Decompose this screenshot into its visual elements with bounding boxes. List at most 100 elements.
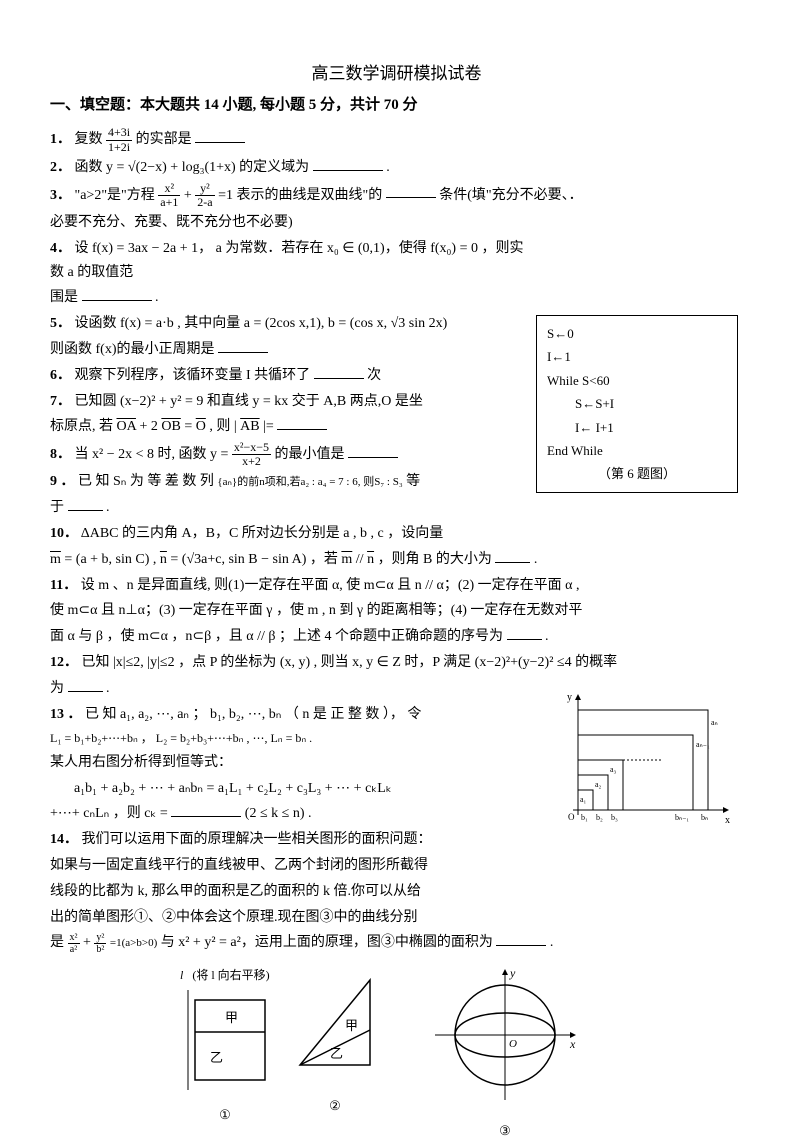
q11-text: 设 m 、n 是异面直线, 则(1)一定存在平面 α, 使 m⊂α 且 n //… [81, 578, 580, 593]
svg-text:甲: 甲 [225, 1010, 238, 1025]
q3-frac2: y²2-a [195, 182, 214, 209]
q14-l5b: 与 x² + y² = a²，运用上面的原理，图③中椭圆的面积为 [161, 935, 493, 950]
q3-num: 3． [50, 187, 71, 202]
algo-l4: S←S+I [547, 392, 727, 415]
question-13: 13 ． 已 知 a₁, a₂, ⋯, aₙ ； b₁, b₂, ⋯, bₙ （… [50, 703, 530, 727]
blank [348, 443, 398, 458]
q5-num: 5． [50, 316, 71, 331]
q9-line2: 于 . [50, 496, 743, 520]
q14-text: 我们可以运用下面的原理解决一些相关图形的面积问题： [82, 832, 432, 847]
vec-ob: OB [161, 419, 180, 434]
vec-oa: OA [117, 419, 136, 434]
vec-m2: m [341, 552, 352, 567]
q14-line3: 线段的比都为 k, 那么甲的面积是乙的面积的 k 倍.你可以从给 [50, 880, 530, 904]
blank [82, 286, 152, 301]
q9-small: {aₙ}的前n项和,若a₂ : a₄ = 7 : 6, 则S₇ : S₃ [217, 476, 402, 488]
svg-text:a₁: a₁ [580, 795, 587, 804]
q12-text: 已知 |x|≤2, |y|≤2 ，点 P 的坐标为 (x, y) , 则当 x,… [82, 655, 618, 670]
q14-line4: 出的简单图形①、②中体会这个原理.现在图③中的曲线分别 [50, 906, 530, 930]
q14-line2: 如果与一固定直线平行的直线被甲、乙两个封闭的图形所截得 [50, 854, 530, 878]
q10-l2e: ，则角 B 的大小为 [378, 552, 492, 567]
blank [495, 548, 530, 563]
q11-line3: 面 α 与 β ，使 m⊂α ，n⊂β ，且 α // β ；上述 4 个命题中… [50, 625, 743, 649]
svg-text:b₂: b₂ [596, 813, 603, 822]
q5-text: 设函数 f(x) = a·b , 其中向量 a = (2cos x,1), b … [75, 316, 448, 331]
q9-text2: 等 [406, 474, 420, 489]
q14-l5a: 是 [50, 935, 64, 950]
q7-plus: + 2 [139, 419, 157, 434]
question-4: 4． 设 f(x) = 3ax − 2a + 1， a 为常数．若存在 x₀ ∈… [50, 237, 530, 285]
q14-num: 14． [50, 832, 78, 847]
algo-l1: S←0 [547, 322, 727, 345]
q4-line2-text: 围是 [50, 290, 78, 305]
q12-l2: 为 [50, 681, 64, 696]
q4-text: 设 f(x) = 3ax − 2a + 1， a 为常数．若存在 x₀ ∈ (0… [50, 241, 523, 280]
question-8: 8． 当 x² − 2x < 8 时, 函数 y = x²−x−5x+2 的最小… [50, 441, 530, 468]
question-14: 14． 我们可以运用下面的原理解决一些相关图形的面积问题： [50, 828, 530, 852]
q12-dot: . [106, 681, 110, 696]
question-10: 10． ΔABC 的三内角 A，B，C 所对边长分别是 a , b , c ，设… [50, 522, 743, 546]
algo-l3: While S<60 [547, 369, 727, 392]
q7-text: 已知圆 (x−2)² + y² = 9 和直线 y = kx 交于 A,B 两点… [75, 394, 423, 409]
algo-l5: I← I+1 [547, 416, 727, 439]
q10-eq1: = (a + b, sin C) , [64, 552, 160, 567]
svg-text:a₂: a₂ [595, 780, 602, 789]
q13-line4: a₁b₁ + a₂b₂ + ⋯ + aₙbₙ = a₁L₁ + c₂L₂ + c… [50, 777, 530, 801]
svg-text:aₙ₋₁: aₙ₋₁ [696, 740, 710, 749]
q1-frac: 4+3i1+2i [106, 126, 132, 153]
vec-ab: AB [240, 419, 259, 434]
algo-l2: I←1 [547, 345, 727, 368]
vec-m: m [50, 552, 61, 567]
q5-line2: 则函数 f(x)的最小正周期是 [50, 338, 530, 362]
question-9: 9 ． 已 知 Sₙ 为 等 差 数 列 {aₙ}的前n项和,若a₂ : a₄ … [50, 470, 530, 494]
q11-line2: 使 m⊂α 且 n⊥α；(3) 一定存在平面 γ ，使 m , n 到 γ 的距… [50, 599, 743, 623]
svg-text:甲: 甲 [345, 1018, 358, 1033]
svg-text:a₃: a₃ [610, 765, 617, 774]
q3-text2: =1 表示的曲线是双曲线"的 [218, 187, 382, 202]
q4-num: 4． [50, 241, 71, 256]
q7-l2b: , 则 | [209, 419, 240, 434]
svg-text:b₃: b₃ [611, 813, 618, 822]
q6-text2: 次 [367, 368, 381, 383]
q6-num: 6． [50, 368, 71, 383]
question-11: 11． 设 m 、n 是异面直线, 则(1)一定存在平面 α, 使 m⊂α 且 … [50, 574, 743, 598]
q10-text: ΔABC 的三内角 A，B，C 所对边长分别是 a , b , c ，设向量 [81, 526, 444, 541]
svg-text:y: y [509, 966, 516, 980]
page-title: 高三数学调研模拟试卷 [50, 60, 743, 89]
q13-line2: L₁ = b₁+b₂+⋯+bₙ ， L₂ = b₂+b₃+⋯+bₙ , ⋯, L… [50, 728, 530, 748]
fig3-label: ③ [430, 1120, 580, 1142]
q14-f1: x²a² [68, 932, 80, 955]
q10-eq2: = (√3a+c, sin B − sin A) ，若 [170, 552, 337, 567]
svg-text:bₙ: bₙ [701, 813, 708, 822]
q3-frac1: x²a+1 [158, 182, 180, 209]
q13-num: 13 ． [50, 707, 82, 722]
q14-line5: 是 x²a² + y²b² =1(a>b>0) 与 x² + y² = a²，运… [50, 931, 743, 955]
q9-dot: . [106, 500, 110, 515]
q13-line5: +⋯+ cₙLₙ ，则 cₖ = (2 ≤ k ≤ n) . [50, 802, 530, 826]
figure-1: l (将 l 向右平移) 甲 乙 ① [180, 965, 270, 1126]
figure-13: x y O a₁ a₂ a₃ aₙ₋₁ aₙ b₁ b₂ b₃ bₙ₋₁ bₙ [563, 690, 733, 830]
q9-text: 已 知 Sₙ 为 等 差 数 列 [78, 474, 217, 489]
svg-text:乙: 乙 [330, 1046, 343, 1061]
q11-l3: 面 α 与 β ，使 m⊂α ，n⊂β ，且 α // β ；上述 4 个命题中… [50, 629, 503, 644]
q14-eq: =1(a>b>0) [110, 937, 157, 949]
q7-eq: = [184, 419, 195, 434]
svg-text:y: y [567, 692, 572, 703]
fig-shift-label: (将 l 向右平移) [192, 968, 269, 982]
q10-line2: m = (a + b, sin C) , n = (√3a+c, sin B −… [50, 548, 743, 572]
section-heading: 一、填空题：本大题共 14 小题, 每小题 5 分，共计 70 分 [50, 93, 743, 119]
q9-num: 9 ． [50, 474, 75, 489]
q14-plus: + [83, 935, 91, 950]
q8-num: 8． [50, 447, 71, 462]
question-1: 1． 复数 4+3i1+2i 的实部是 [50, 126, 743, 153]
q10-par: // [356, 552, 367, 567]
svg-text:bₙ₋₁: bₙ₋₁ [675, 813, 689, 822]
question-12: 12． 已知 |x|≤2, |y|≤2 ，点 P 的坐标为 (x, y) , 则… [50, 651, 743, 675]
q9-l2: 于 [50, 500, 64, 515]
blank [314, 364, 364, 379]
blank [218, 338, 268, 353]
question-5: 5． 设函数 f(x) = a·b , 其中向量 a = (2cos x,1),… [50, 312, 530, 336]
vec-n: n [160, 552, 167, 567]
q13-text: 已 知 a₁, a₂, ⋯, aₙ ； b₁, b₂, ⋯, bₙ （ n 是 … [85, 707, 421, 722]
blank [171, 802, 241, 817]
